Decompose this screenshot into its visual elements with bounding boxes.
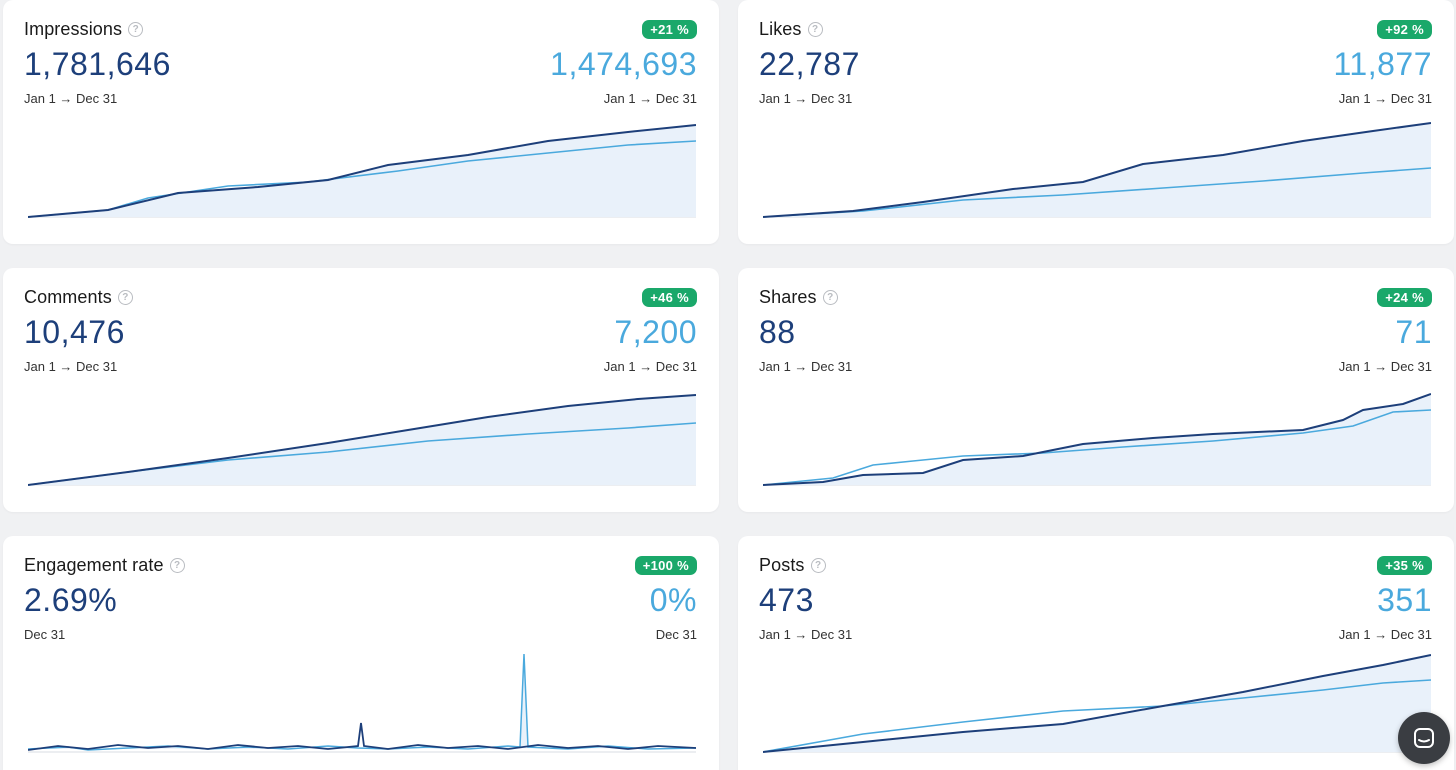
previous-range: Jan 1 → Dec 31	[603, 91, 697, 106]
current-value: 2.69%	[24, 582, 118, 618]
previous-value: 1,474,693	[550, 46, 697, 82]
help-icon[interactable]: ?	[807, 22, 823, 37]
card-title: Comments	[24, 287, 112, 307]
current-value: 1,781,646	[24, 46, 171, 82]
impressions-card: Impressions ? +21 % 1,781,646 1,474,693 …	[3, 0, 719, 244]
likes-chart	[763, 122, 1431, 218]
comments-card: Comments ? +46 % 10,476 7,200 Jan 1 → De…	[3, 268, 719, 512]
current-area	[763, 394, 1431, 485]
help-icon[interactable]: ?	[810, 558, 826, 573]
previous-line	[763, 167, 1431, 218]
chat-button[interactable]	[1398, 712, 1450, 764]
current-line	[763, 393, 1431, 486]
previous-value: 0%	[649, 582, 697, 618]
card-title-row: Impressions ?	[24, 19, 144, 40]
current-line	[28, 394, 696, 486]
current-range: Jan 1 → Dec 31	[759, 91, 853, 106]
current-line	[28, 124, 696, 218]
current-range: Jan 1 → Dec 31	[759, 627, 853, 642]
card-title-row: Comments ?	[24, 287, 133, 308]
card-title: Impressions	[24, 19, 123, 39]
card-title: Posts	[759, 555, 805, 575]
current-range: Dec 31	[24, 627, 66, 642]
card-title: Likes	[759, 19, 802, 39]
likes-card: Likes ? +92 % 22,787 11,877 Jan 1 → Dec …	[738, 0, 1454, 244]
help-icon[interactable]: ?	[822, 290, 838, 305]
previous-range: Jan 1 → Dec 31	[1338, 359, 1432, 374]
engagement-rate-chart	[28, 653, 696, 753]
current-value: 10,476	[24, 314, 125, 350]
shares-chart	[763, 393, 1431, 486]
current-value: 88	[759, 314, 796, 350]
change-badge: +46 %	[642, 288, 697, 307]
chat-bubble-icon	[1414, 728, 1434, 748]
card-title: Shares	[759, 287, 817, 307]
current-range: Jan 1 → Dec 31	[759, 359, 853, 374]
current-value: 22,787	[759, 46, 860, 82]
current-range: Jan 1 → Dec 31	[24, 91, 118, 106]
comments-chart	[28, 394, 696, 486]
change-badge: +24 %	[1377, 288, 1432, 307]
previous-range: Jan 1 → Dec 31	[1338, 627, 1432, 642]
previous-value: 71	[1395, 314, 1432, 350]
current-area	[763, 655, 1431, 752]
current-area	[28, 125, 696, 217]
previous-range: Jan 1 → Dec 31	[603, 359, 697, 374]
previous-line	[763, 409, 1431, 486]
card-title: Engagement rate	[24, 555, 164, 575]
impressions-chart	[28, 124, 696, 218]
engagement-rate-card: Engagement rate ? +100 % 2.69% 0% Dec 31…	[3, 536, 719, 770]
previous-range: Jan 1 → Dec 31	[1338, 91, 1432, 106]
posts-card: Posts ? +35 % 473 351 Jan 1 → Dec 31 Jan…	[738, 536, 1454, 770]
help-icon[interactable]: ?	[117, 290, 133, 305]
change-badge: +35 %	[1377, 556, 1432, 575]
change-badge: +21 %	[642, 20, 697, 39]
previous-value: 11,877	[1333, 46, 1432, 82]
current-value: 473	[759, 582, 814, 618]
current-area	[763, 123, 1431, 217]
current-area	[28, 395, 696, 485]
previous-range: Dec 31	[655, 627, 697, 642]
current-line	[28, 722, 696, 751]
card-title-row: Posts ?	[759, 555, 826, 576]
card-title-row: Engagement rate ?	[24, 555, 185, 576]
current-line	[763, 122, 1431, 218]
card-title-row: Shares ?	[759, 287, 838, 308]
posts-chart	[763, 654, 1431, 753]
current-line	[763, 654, 1431, 753]
change-badge: +100 %	[634, 556, 697, 575]
current-range: Jan 1 → Dec 31	[24, 359, 118, 374]
previous-line	[28, 140, 696, 218]
previous-value: 351	[1377, 582, 1432, 618]
card-title-row: Likes ?	[759, 19, 823, 40]
shares-card: Shares ? +24 % 88 71 Jan 1 → Dec 31 Jan …	[738, 268, 1454, 512]
help-icon[interactable]: ?	[169, 558, 185, 573]
change-badge: +92 %	[1377, 20, 1432, 39]
help-icon[interactable]: ?	[128, 22, 144, 37]
previous-value: 7,200	[614, 314, 697, 350]
